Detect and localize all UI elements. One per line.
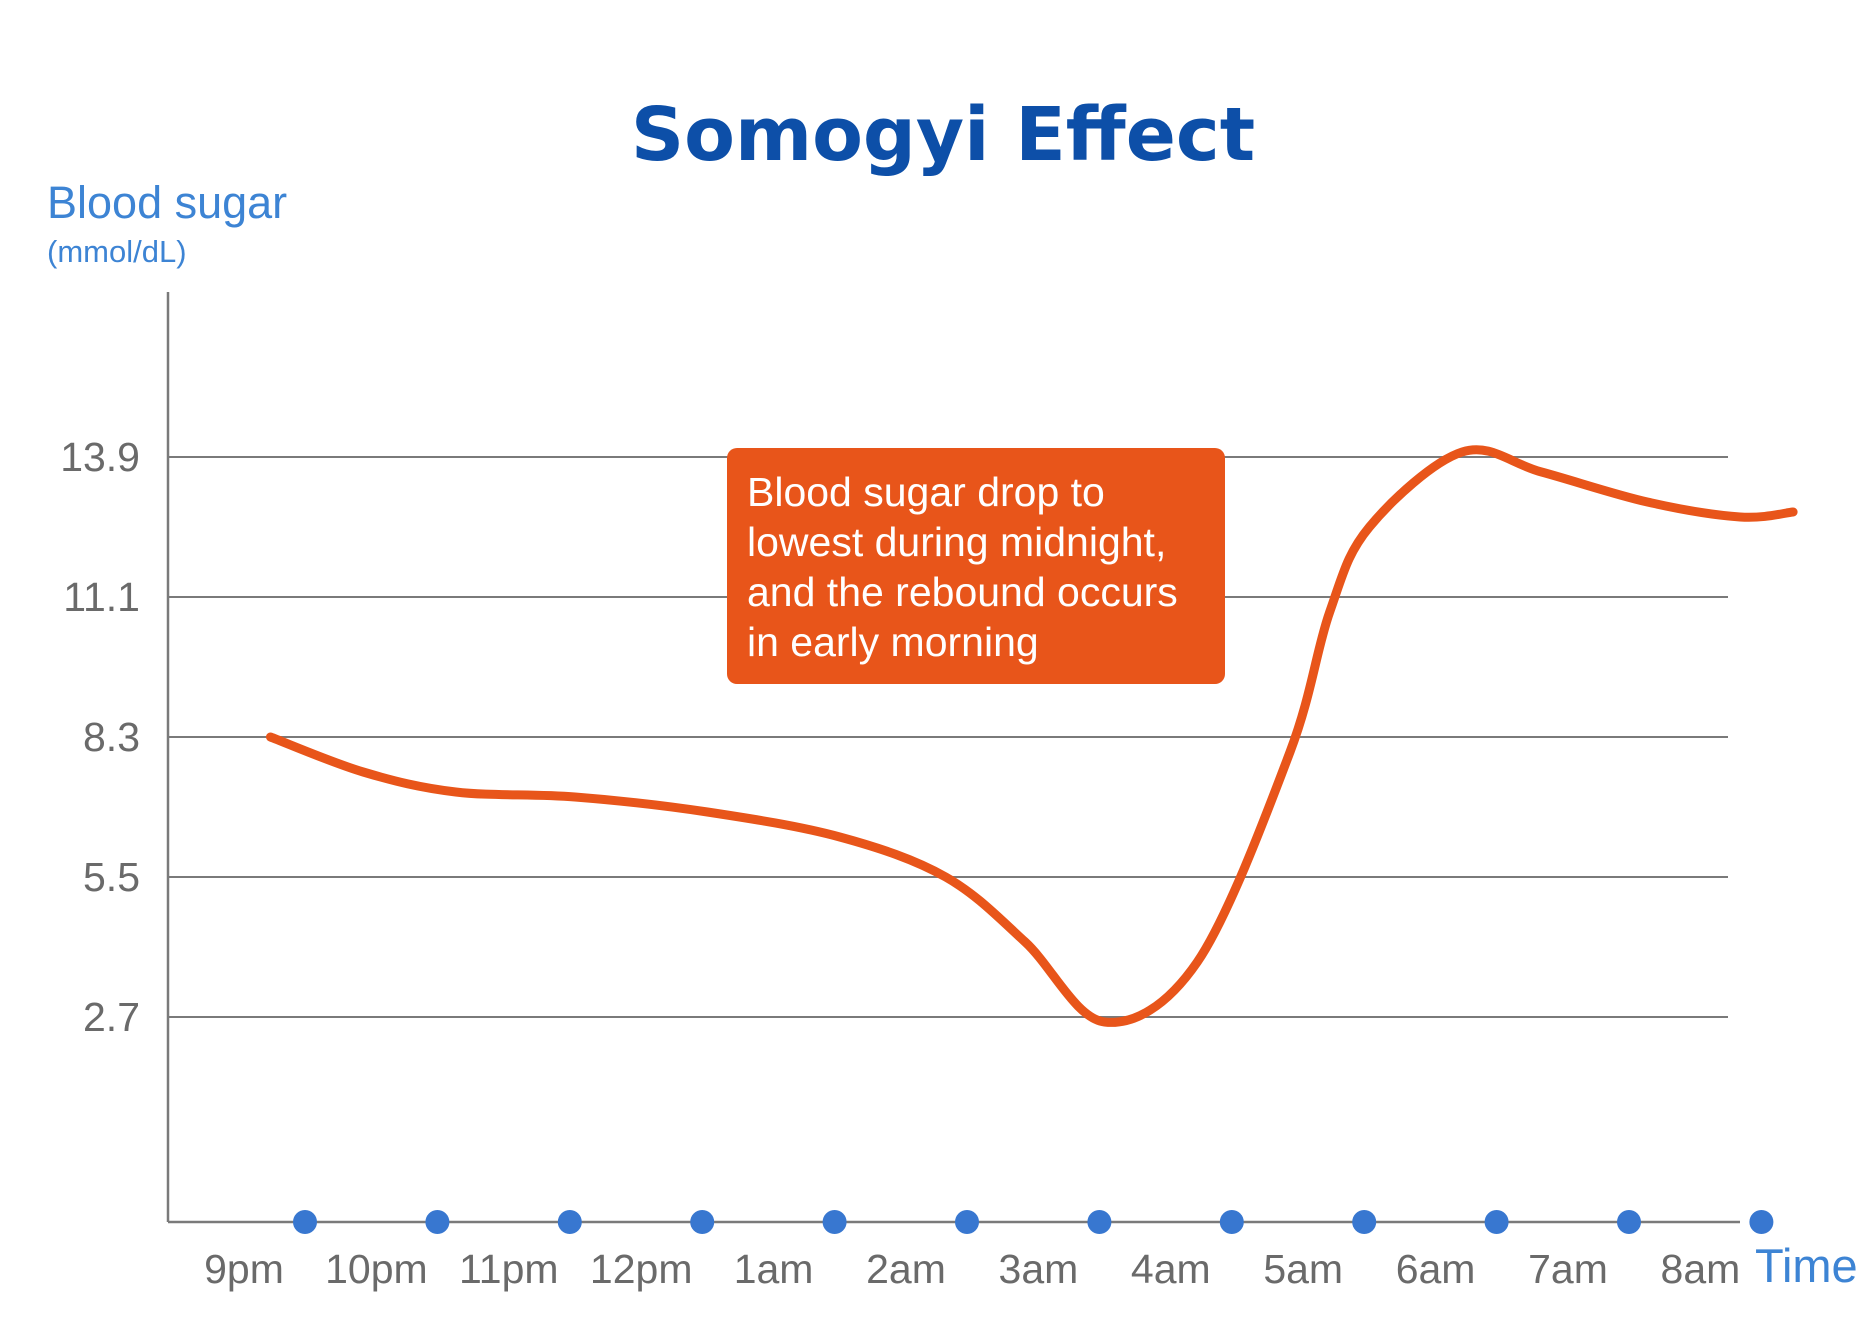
x-tick-markers bbox=[293, 1210, 1774, 1234]
x-tick-marker bbox=[1352, 1210, 1377, 1234]
x-tick-marker bbox=[1749, 1210, 1774, 1234]
y-tick-label: 13.9 bbox=[60, 434, 140, 480]
x-tick-label: 10pm bbox=[325, 1246, 428, 1292]
x-tick-marker bbox=[1087, 1210, 1112, 1234]
x-tick-marker bbox=[822, 1210, 847, 1234]
x-tick-label: 8am bbox=[1661, 1246, 1741, 1292]
annotation-box: Blood sugar drop to lowest during midnig… bbox=[727, 448, 1225, 684]
x-tick-label: 12pm bbox=[590, 1246, 693, 1292]
y-tick-label: 11.1 bbox=[63, 574, 140, 620]
x-axis-label: Time bbox=[1755, 1239, 1858, 1292]
x-tick-label: 4am bbox=[1131, 1246, 1211, 1292]
y-axis-label: Blood sugar bbox=[47, 177, 287, 228]
x-tick-marker bbox=[293, 1210, 317, 1234]
x-tick-marker bbox=[1617, 1210, 1641, 1234]
x-tick-marker bbox=[1484, 1210, 1509, 1234]
annotation-background bbox=[727, 448, 1225, 684]
x-tick-label: 5am bbox=[1263, 1246, 1343, 1292]
x-tick-marker bbox=[425, 1210, 450, 1234]
annotation-line-2: lowest during midnight, bbox=[747, 519, 1166, 565]
chart-title: Somogyi Effect bbox=[631, 92, 1255, 178]
x-tick-marker bbox=[1219, 1210, 1244, 1234]
annotation-line-1: Blood sugar drop to bbox=[747, 469, 1105, 515]
x-tick-marker bbox=[955, 1210, 979, 1234]
y-axis-unit: (mmol/dL) bbox=[47, 234, 187, 269]
y-tick-labels: 2.7 5.5 8.3 11.1 13.9 bbox=[60, 434, 140, 1040]
x-tick-marker bbox=[557, 1210, 582, 1234]
annotation-line-4: in early morning bbox=[747, 619, 1039, 665]
x-tick-label: 6am bbox=[1396, 1246, 1476, 1292]
x-tick-labels: 9pm 10pm 11pm 12pm 1am 2am 3am 4am 5am 6am 7am 8am bbox=[204, 1246, 1740, 1292]
y-tick-label: 5.5 bbox=[83, 854, 140, 900]
annotation-line-3: and the rebound occurs bbox=[747, 569, 1178, 615]
x-tick-label: 9pm bbox=[204, 1246, 284, 1292]
x-tick-label: 11pm bbox=[459, 1246, 559, 1292]
x-tick-label: 1am bbox=[734, 1246, 814, 1292]
blood-sugar-line bbox=[266, 445, 1798, 1027]
x-tick-label: 2am bbox=[866, 1246, 946, 1292]
y-tick-label: 8.3 bbox=[83, 714, 140, 760]
x-tick-marker bbox=[690, 1210, 715, 1234]
x-tick-label: 3am bbox=[999, 1246, 1079, 1292]
x-tick-label: 7am bbox=[1528, 1246, 1608, 1292]
y-tick-label: 2.7 bbox=[83, 994, 140, 1040]
